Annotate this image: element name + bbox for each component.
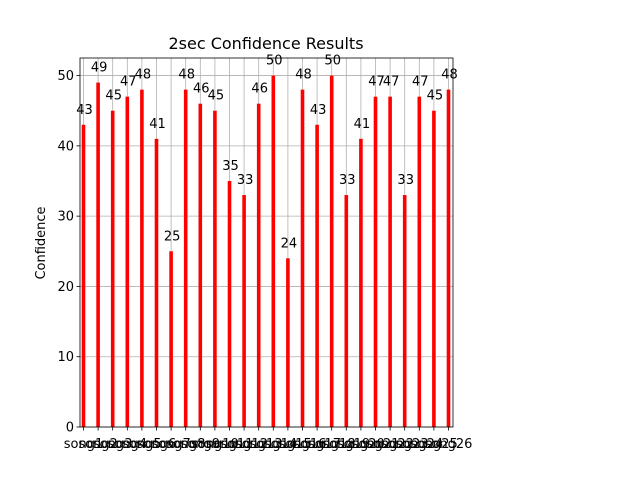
- x-tick-label-song10: song10: [191, 437, 239, 452]
- bar-song20: [359, 138, 363, 428]
- y-axis: 0 10 20 30 40 50: [57, 69, 80, 436]
- bar-song3: [110, 110, 115, 427]
- x-tick-label-song13: song13: [235, 437, 283, 452]
- data-label-song19: 33: [339, 173, 356, 188]
- data-label-song25: 45: [427, 89, 444, 104]
- y-tick-label: 0: [66, 421, 74, 436]
- x-axis: song1song2song3song4song5song6song7song8…: [64, 427, 473, 452]
- x-tick-label-song15: song15: [264, 437, 312, 452]
- bar-song24: [417, 96, 422, 428]
- chart-title: 2sec Confidence Results: [168, 34, 363, 53]
- bars: [81, 75, 451, 428]
- bar-song4: [125, 96, 130, 428]
- data-label-song3: 45: [105, 89, 122, 104]
- bar-song14: [271, 75, 276, 428]
- x-tick-label-song21: song21: [352, 437, 400, 452]
- bar-song17: [315, 124, 319, 428]
- bar-song12: [242, 195, 246, 427]
- data-label-song21: 47: [368, 75, 385, 90]
- data-label-song9: 46: [193, 82, 210, 97]
- x-tick-label-song8: song8: [166, 437, 206, 452]
- x-tick-label-song16: song16: [279, 437, 327, 452]
- bar-song21: [373, 96, 378, 428]
- y-axis-label: Confidence: [34, 206, 49, 279]
- data-label-song22: 47: [383, 75, 400, 90]
- x-tick-label-song14: song14: [249, 437, 297, 452]
- data-label-song6: 41: [149, 117, 166, 132]
- bar-song15: [286, 258, 290, 427]
- data-label-song4: 47: [120, 75, 137, 90]
- x-tick-label-song17: song17: [293, 437, 341, 452]
- bar-song2: [96, 82, 100, 427]
- bar-song7: [169, 251, 173, 427]
- x-tick-label-song11: song11: [206, 437, 254, 452]
- x-tick-label-song5: song5: [122, 437, 162, 452]
- data-label-song24: 47: [412, 75, 429, 90]
- y-tick-label: 30: [57, 210, 74, 225]
- y-tick-label: 50: [57, 69, 74, 84]
- data-label-song10: 45: [208, 89, 225, 104]
- y-tick-label: 10: [57, 350, 74, 365]
- x-tick-label-song24: song24: [395, 437, 443, 452]
- plot-frame: [79, 57, 454, 428]
- data-label-song15: 24: [281, 236, 298, 251]
- x-tick-label-song18: song18: [308, 437, 356, 452]
- data-label-song16: 48: [295, 68, 312, 83]
- bar-song23: [402, 195, 407, 427]
- y-tick-label: 20: [57, 280, 74, 295]
- x-tick-label-song20: song20: [337, 437, 385, 452]
- bar-song1: [81, 124, 86, 428]
- bar-song18: [329, 75, 334, 428]
- bar-song9: [198, 103, 203, 427]
- data-label-song23: 33: [397, 173, 414, 188]
- data-label-song14: 50: [266, 54, 283, 69]
- x-tick-label-song2: song2: [78, 437, 118, 452]
- data-label-song20: 41: [354, 117, 371, 132]
- x-tick-label-song9: song9: [181, 437, 221, 452]
- bar-song11: [227, 181, 232, 427]
- x-tick-label-song25: song25: [410, 437, 458, 452]
- bar-song19: [344, 195, 349, 427]
- data-label-song13: 46: [251, 82, 268, 97]
- data-label-song11: 35: [222, 159, 239, 174]
- x-tick-label-song12: song12: [220, 437, 268, 452]
- bar-song16: [300, 89, 305, 427]
- x-tick-label-song6: song6: [137, 437, 177, 452]
- bar-song26: [446, 89, 451, 427]
- data-label-song8: 48: [178, 68, 195, 83]
- data-label-song7: 25: [164, 229, 181, 244]
- bar-song25: [432, 110, 436, 427]
- x-tick-label-song22: song22: [366, 437, 414, 452]
- data-label-song17: 43: [310, 103, 327, 118]
- data-label-song5: 48: [135, 68, 152, 83]
- data-labels: 4349454748412548464535334650244843503341…: [76, 54, 458, 252]
- bar-song5: [140, 89, 144, 427]
- data-label-song26: 48: [441, 68, 458, 83]
- data-label-song18: 50: [324, 54, 341, 69]
- data-label-song2: 49: [91, 61, 108, 76]
- data-label-song12: 33: [237, 173, 254, 188]
- x-tick-label-song23: song23: [381, 437, 429, 452]
- x-tick-label-song19: song19: [322, 437, 370, 452]
- bar-song8: [183, 89, 188, 427]
- x-tick-label-song26: song26: [425, 437, 473, 452]
- x-tick-label-song7: song7: [151, 437, 191, 452]
- grid-lines: [80, 58, 453, 428]
- bar-song22: [388, 96, 392, 428]
- x-tick-label-song4: song4: [108, 437, 148, 452]
- x-tick-label-song1: song1: [64, 437, 104, 452]
- x-tick-label-song3: song3: [93, 437, 133, 452]
- data-label-song1: 43: [76, 103, 93, 118]
- bar-song10: [213, 110, 217, 427]
- y-tick-label: 40: [57, 139, 74, 154]
- bar-song13: [256, 103, 261, 427]
- bar-song6: [154, 138, 159, 428]
